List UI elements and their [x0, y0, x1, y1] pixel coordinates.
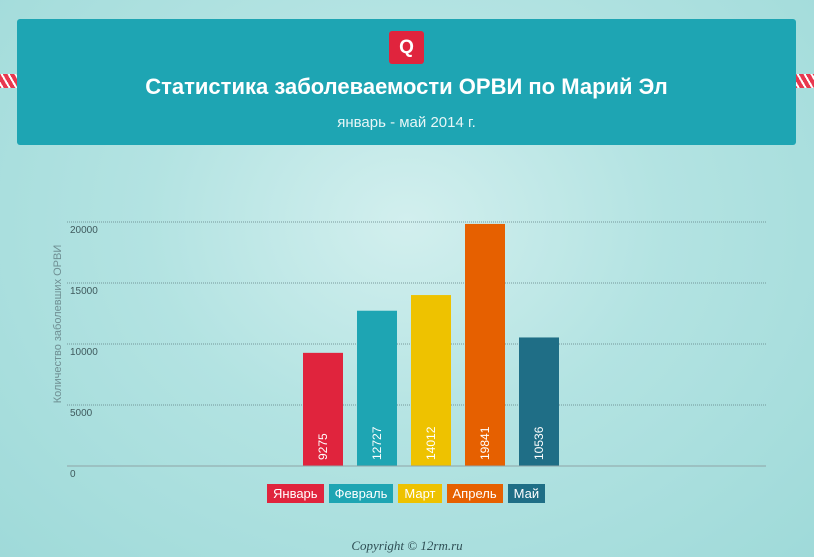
bar-4 [465, 223, 505, 466]
y-tick-label: 0 [70, 469, 76, 480]
legend-item-2: Февраль [328, 484, 394, 503]
chart-gridlines [67, 221, 766, 406]
chart-subtitle: январь - май 2014 г. [337, 114, 476, 131]
chart-legend: Январь Февраль Март Апрель Май [267, 484, 546, 503]
bar-value-label: 19841 [478, 426, 492, 460]
legend-item-3: Март [398, 484, 442, 503]
copyright-text: Copyright © 12rm.ru [351, 538, 463, 553]
legend-item-1: Январь [267, 484, 324, 503]
y-tick-label: 10000 [70, 347, 98, 358]
bar-2 [357, 310, 397, 466]
bar-value-label: 9275 [316, 433, 330, 460]
y-tick-label: 15000 [70, 286, 98, 297]
bar-3 [411, 295, 451, 466]
y-axis-label: Количество заболевших ОРВИ [52, 245, 64, 404]
y-axis-ticks: 0 5000 10000 15000 20000 [70, 225, 98, 480]
bar-value-label: 14012 [424, 426, 438, 460]
logo-icon: Q [389, 31, 424, 64]
legend-item-5: Май [507, 484, 546, 503]
bar-1 [303, 352, 343, 466]
bar-value-label: 12727 [370, 426, 384, 460]
y-tick-label: 20000 [70, 225, 98, 236]
chart-header-panel: Q Статистика заболеваемости ОРВИ по Мари… [17, 19, 796, 145]
bar-5 [519, 337, 559, 466]
chart-bars: 9275 12727 14012 19841 10536 [303, 223, 559, 466]
y-tick-label: 5000 [70, 408, 93, 419]
bar-value-label: 10536 [532, 426, 546, 460]
legend-item-4: Апрель [446, 484, 503, 503]
chart-title: Статистика заболеваемости ОРВИ по Марий … [145, 74, 668, 99]
